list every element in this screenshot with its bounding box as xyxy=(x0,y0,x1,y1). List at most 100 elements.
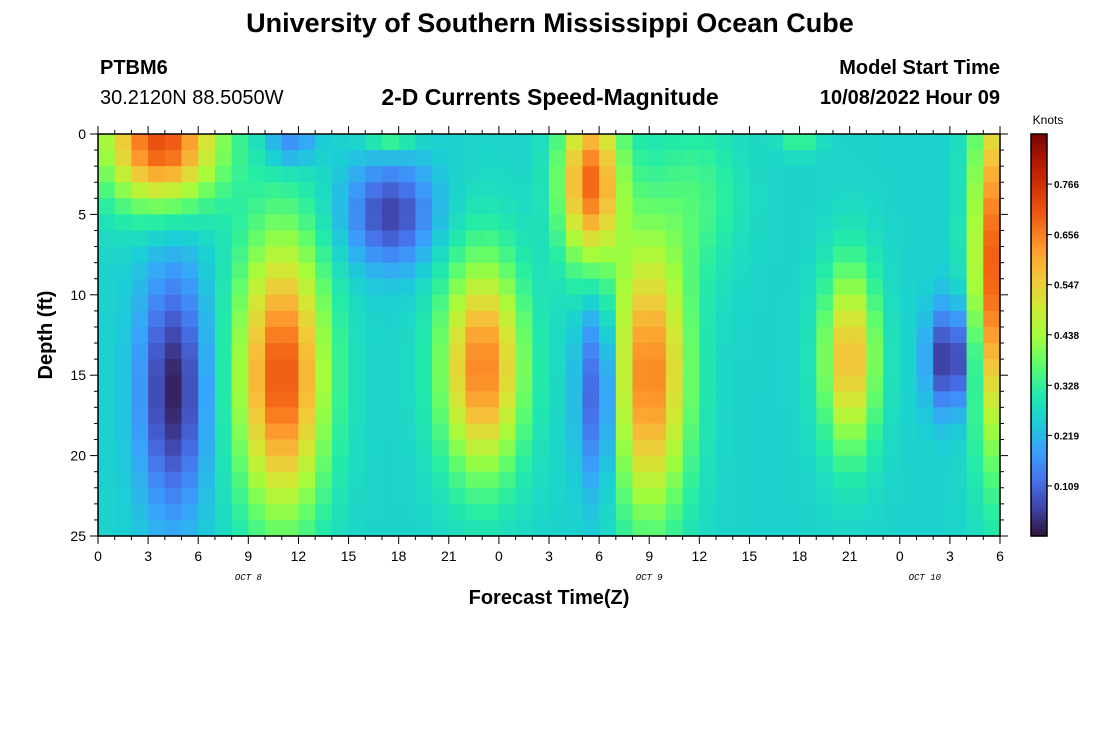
heatmap-cell xyxy=(398,214,416,232)
colorbar-swatch xyxy=(1031,381,1047,386)
x-tick-label: 21 xyxy=(441,548,457,564)
heatmap-cell xyxy=(281,214,300,232)
heatmap-cell xyxy=(331,262,350,280)
heatmap-cell xyxy=(749,166,767,183)
heatmap-cell xyxy=(181,519,199,537)
heatmap-cell xyxy=(665,423,684,441)
heatmap-cell xyxy=(599,519,617,537)
heatmap-cell xyxy=(632,391,650,408)
heatmap-cell xyxy=(482,214,500,232)
heatmap-cell xyxy=(916,278,934,296)
heatmap-cell xyxy=(732,150,751,167)
heatmap-cell xyxy=(432,134,450,151)
heatmap-cell xyxy=(398,246,416,264)
heatmap-cell xyxy=(766,391,784,408)
heatmap-cell xyxy=(181,134,199,151)
heatmap-cell xyxy=(131,262,149,280)
heatmap-cell xyxy=(615,262,634,280)
heatmap-cell xyxy=(966,166,984,183)
heatmap-cell xyxy=(265,134,283,151)
heatmap-cell xyxy=(214,134,233,151)
heatmap-cell xyxy=(665,471,684,489)
heatmap-cell xyxy=(899,166,918,183)
heatmap-cell xyxy=(365,214,383,232)
heatmap-cell xyxy=(532,326,550,344)
colorbar-swatch xyxy=(1031,170,1047,175)
heatmap-cell xyxy=(949,262,968,280)
colorbar-swatch xyxy=(1031,428,1047,433)
heatmap-cell xyxy=(181,166,199,183)
heatmap-cell xyxy=(615,246,634,264)
heatmap-cell xyxy=(615,182,634,199)
heatmap-cell xyxy=(515,182,533,199)
heatmap-cell xyxy=(532,294,550,312)
heatmap-cell xyxy=(198,326,216,344)
x-tick-label: 6 xyxy=(595,548,603,564)
heatmap-cell xyxy=(131,407,149,425)
colorbar-swatch xyxy=(1031,422,1047,427)
heatmap-cell xyxy=(782,359,801,376)
colorbar-swatch xyxy=(1031,271,1047,276)
heatmap-cell xyxy=(899,230,918,248)
heatmap-cell xyxy=(832,230,851,248)
heatmap-cell xyxy=(348,246,366,264)
x-tick-label: 6 xyxy=(194,548,202,564)
heatmap-cell xyxy=(214,182,233,199)
heatmap-cell xyxy=(799,198,817,215)
heatmap-cell xyxy=(716,214,734,232)
heatmap-cell xyxy=(131,278,149,296)
colorbar-swatch xyxy=(1031,321,1047,326)
heatmap-cell xyxy=(849,375,867,392)
heatmap-cell xyxy=(164,246,183,264)
heatmap-cell xyxy=(749,455,767,473)
heatmap-cell xyxy=(816,262,834,280)
heatmap-cell xyxy=(949,455,968,473)
heatmap-cell xyxy=(348,487,366,505)
heatmap-cell xyxy=(582,503,600,521)
heatmap-cell xyxy=(98,359,116,376)
heatmap-cell xyxy=(983,439,1001,457)
heatmap-cell xyxy=(682,246,700,264)
heatmap-cell xyxy=(398,166,416,183)
heatmap-cell xyxy=(432,471,450,489)
heatmap-cell xyxy=(732,230,751,248)
heatmap-cell xyxy=(164,503,183,521)
heatmap-cell xyxy=(749,134,767,151)
heatmap-cell xyxy=(181,278,199,296)
heatmap-cell xyxy=(699,503,717,521)
heatmap-cell xyxy=(716,503,734,521)
heatmap-cell xyxy=(265,343,283,360)
heatmap-cell xyxy=(331,423,350,441)
y-tick-label: 25 xyxy=(70,528,86,544)
heatmap-cell xyxy=(365,150,383,167)
heatmap-cell xyxy=(114,359,132,376)
heatmap-cell xyxy=(782,246,801,264)
heatmap-cell xyxy=(415,503,433,521)
heatmap-cell xyxy=(983,166,1001,183)
heatmap-cell xyxy=(365,407,383,425)
heatmap-cell xyxy=(699,150,717,167)
heatmap-cell xyxy=(933,134,951,151)
heatmap-cell xyxy=(782,198,801,215)
heatmap-cell xyxy=(799,246,817,264)
heatmap-cell xyxy=(98,246,116,264)
heatmap-cell xyxy=(164,214,183,232)
heatmap-cell xyxy=(632,503,650,521)
colorbar-swatch xyxy=(1031,391,1047,396)
heatmap-cell xyxy=(949,134,968,151)
date-label: OCT 10 xyxy=(909,573,942,583)
x-tick-label: 3 xyxy=(144,548,152,564)
heatmap-cell xyxy=(181,262,199,280)
heatmap-cell xyxy=(849,150,867,167)
heatmap-cell xyxy=(148,246,166,264)
heatmap-cell xyxy=(498,375,517,392)
colorbar-swatch xyxy=(1031,482,1047,487)
heatmap-cell xyxy=(883,326,901,344)
heatmap-cell xyxy=(799,294,817,312)
heatmap-cell xyxy=(599,326,617,344)
heatmap-cell xyxy=(281,343,300,360)
heatmap-cell xyxy=(766,326,784,344)
heatmap-cell xyxy=(365,246,383,264)
heatmap-cell xyxy=(281,455,300,473)
heatmap-cell xyxy=(582,326,600,344)
